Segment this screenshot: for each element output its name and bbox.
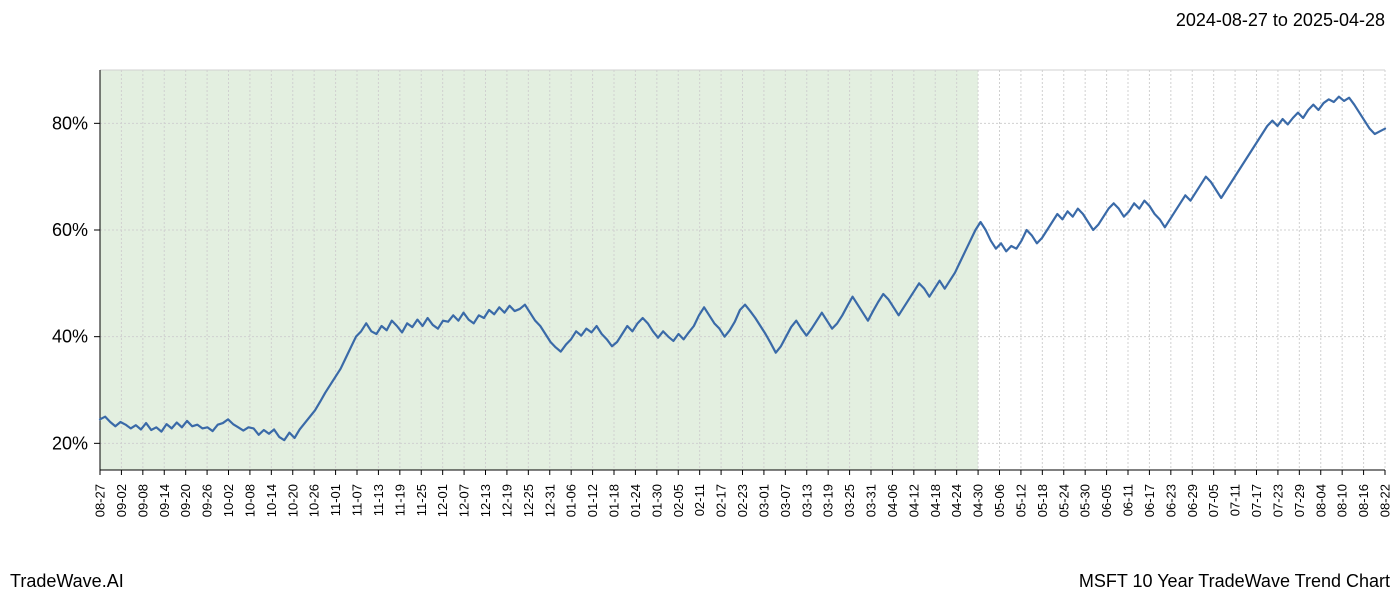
svg-text:03-07: 03-07 [778,484,793,517]
svg-text:07-23: 07-23 [1270,484,1285,517]
svg-text:09-20: 09-20 [178,484,193,517]
svg-text:03-19: 03-19 [821,484,836,517]
svg-text:06-11: 06-11 [1121,484,1136,516]
svg-text:10-02: 10-02 [221,484,236,517]
svg-text:05-18: 05-18 [1035,484,1050,517]
svg-text:11-13: 11-13 [371,484,386,516]
svg-text:08-10: 08-10 [1335,484,1350,517]
svg-text:04-24: 04-24 [949,484,964,517]
svg-text:07-17: 07-17 [1249,484,1264,517]
svg-text:03-01: 03-01 [756,484,771,517]
svg-text:06-05: 06-05 [1099,484,1114,517]
trend-chart: 20% 40% 60% 80% 08-27 09-02 09-08 09-14 09-20 09-… [0,50,1400,560]
svg-text:01-12: 01-12 [585,484,600,517]
svg-text:10-14: 10-14 [264,484,279,517]
svg-text:08-22: 08-22 [1378,484,1393,517]
svg-text:07-05: 07-05 [1206,484,1221,517]
svg-text:01-30: 01-30 [649,484,664,517]
svg-text:03-31: 03-31 [864,484,879,517]
svg-text:20%: 20% [52,433,88,453]
svg-text:09-26: 09-26 [200,484,215,517]
svg-text:04-12: 04-12 [906,484,921,517]
svg-text:12-13: 12-13 [478,484,493,517]
svg-text:11-01: 11-01 [328,484,343,516]
svg-text:06-17: 06-17 [1142,484,1157,517]
chart-title: MSFT 10 Year TradeWave Trend Chart [1079,571,1390,592]
svg-text:09-14: 09-14 [157,484,172,517]
svg-text:12-31: 12-31 [542,484,557,517]
svg-text:05-12: 05-12 [1013,484,1028,517]
svg-text:10-08: 10-08 [242,484,257,517]
svg-text:11-19: 11-19 [392,484,407,516]
svg-text:01-06: 01-06 [564,484,579,517]
svg-text:10-26: 10-26 [307,484,322,517]
svg-text:02-17: 02-17 [714,484,729,517]
svg-text:06-29: 06-29 [1185,484,1200,517]
svg-text:40%: 40% [52,327,88,347]
chart-area: 20% 40% 60% 80% 08-27 09-02 09-08 09-14 09-20 09-… [0,50,1400,560]
svg-text:10-20: 10-20 [285,484,300,517]
date-range-label: 2024-08-27 to 2025-04-28 [1176,10,1385,31]
brand-label: TradeWave.AI [10,571,124,592]
svg-text:07-11: 07-11 [1228,484,1243,516]
svg-text:02-11: 02-11 [692,484,707,516]
svg-text:04-18: 04-18 [928,484,943,517]
svg-text:09-02: 09-02 [114,484,129,517]
svg-text:06-23: 06-23 [1163,484,1178,517]
svg-text:03-25: 03-25 [842,484,857,517]
svg-text:05-24: 05-24 [1056,484,1071,517]
svg-text:11-25: 11-25 [414,484,429,516]
svg-text:08-27: 08-27 [93,484,108,517]
svg-text:08-04: 08-04 [1313,484,1328,517]
svg-text:11-07: 11-07 [350,484,365,516]
svg-text:05-06: 05-06 [992,484,1007,517]
svg-text:12-07: 12-07 [457,484,472,517]
svg-text:12-01: 12-01 [435,484,450,517]
svg-text:12-25: 12-25 [521,484,536,517]
svg-text:80%: 80% [52,113,88,133]
svg-text:02-05: 02-05 [671,484,686,517]
svg-text:04-06: 04-06 [885,484,900,517]
svg-text:12-19: 12-19 [499,484,514,517]
svg-text:08-16: 08-16 [1356,484,1371,517]
svg-text:01-18: 01-18 [607,484,622,517]
svg-text:07-29: 07-29 [1292,484,1307,517]
svg-text:04-30: 04-30 [971,484,986,517]
svg-text:03-13: 03-13 [799,484,814,517]
svg-text:02-23: 02-23 [735,484,750,517]
svg-text:05-30: 05-30 [1078,484,1093,517]
svg-text:01-24: 01-24 [628,484,643,517]
svg-text:09-08: 09-08 [135,484,150,517]
svg-text:60%: 60% [52,220,88,240]
